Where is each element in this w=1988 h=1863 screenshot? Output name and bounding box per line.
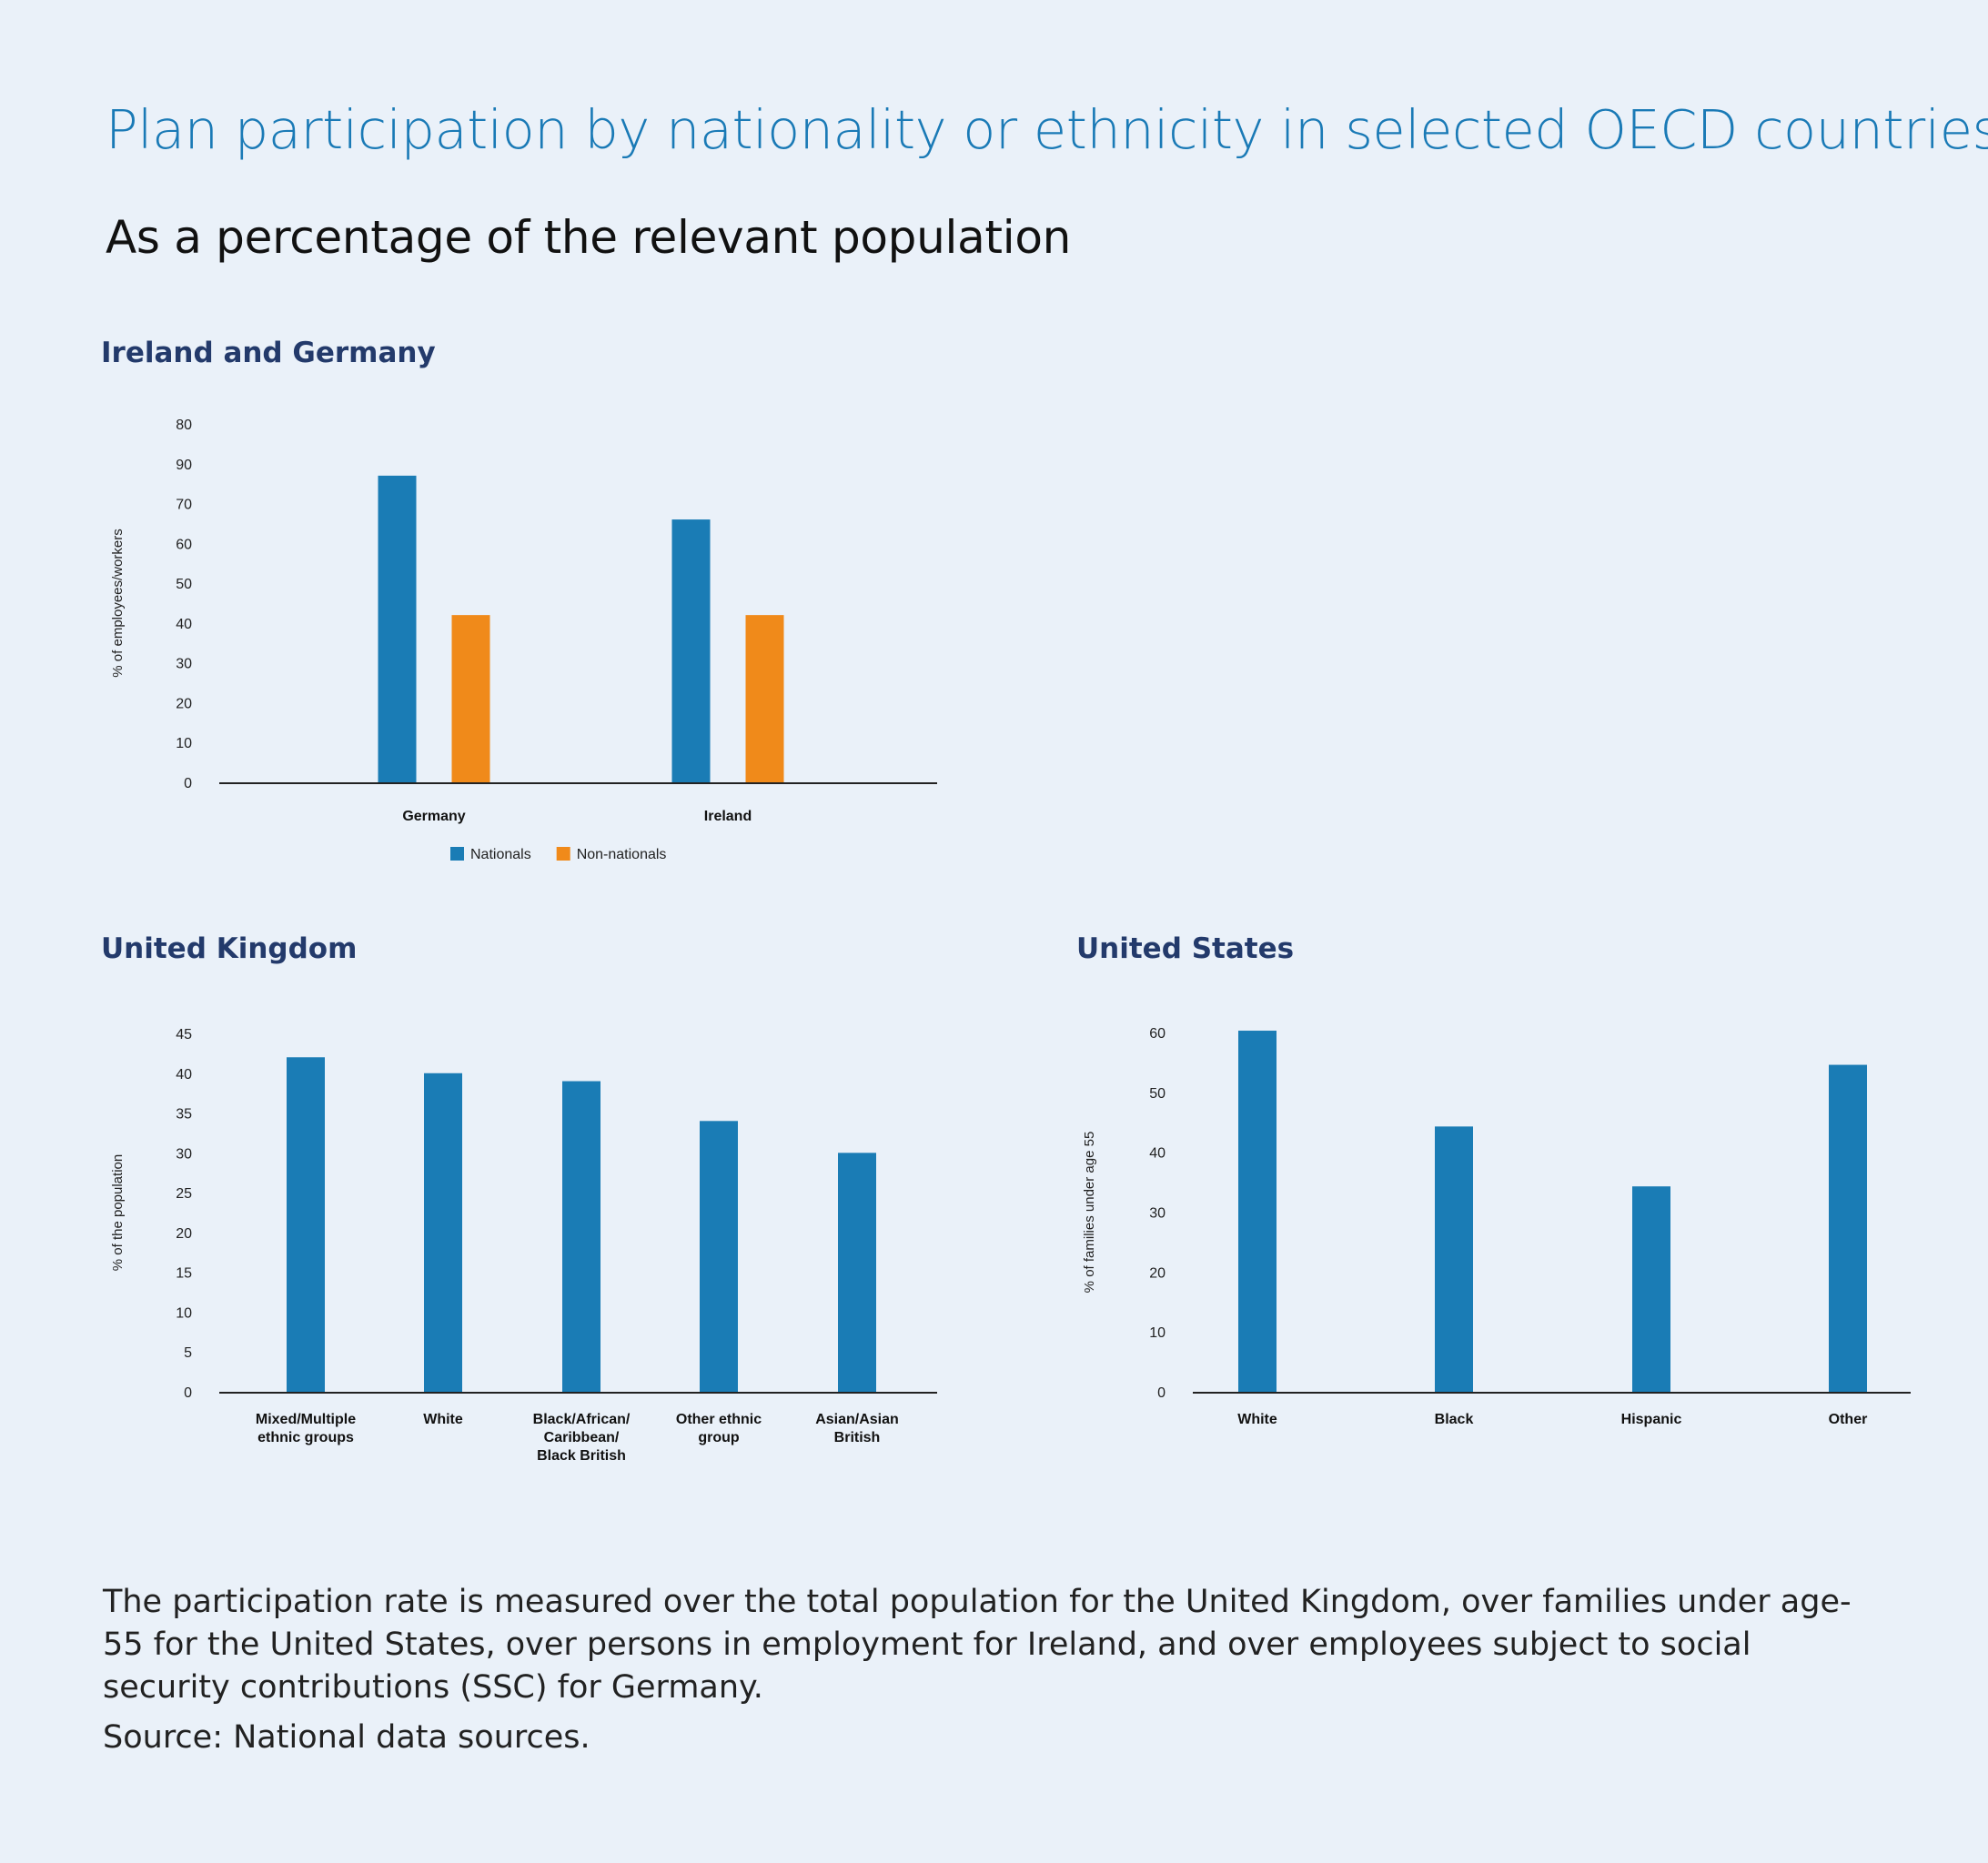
bar-black [1435,1126,1473,1392]
y-axis-label: % of the population [110,1154,126,1271]
page-subtitle: As a percentage of the relevant populati… [106,211,1072,264]
y-axis-label: % of families under age 55 [1082,1132,1097,1294]
bar-black-african-caribbean-black-british [562,1081,600,1392]
y-tick-label: 45 [176,1027,192,1042]
x-tick-label: Germany [402,809,465,824]
y-tick-label: 70 [176,498,192,513]
bar-asian-asian-british [838,1153,876,1392]
bar-mixed-multiple-ethnic-groups [287,1057,325,1392]
x-tick-label-line: ethnic groups [257,1430,354,1445]
x-tick-label: White [1237,1412,1277,1427]
y-tick-label: 25 [176,1186,192,1202]
y-tick-label: 10 [1149,1325,1166,1341]
chart-title-ireland-germany: Ireland and Germany [101,337,436,369]
x-tick-label: White [423,1412,463,1427]
y-tick-label: 10 [176,1305,192,1321]
bar-ireland-non-nationals [745,615,784,782]
bar-other-ethnic-group [700,1121,738,1392]
y-tick-label: 50 [176,577,192,592]
y-tick-label: 5 [184,1345,192,1361]
x-tick-label-line: British [834,1430,881,1445]
bar-white [1238,1031,1277,1392]
x-tick-label-line: Caribbean/ [544,1430,620,1445]
x-tick-label-line: Other ethnic [676,1412,762,1427]
bar-hispanic [1632,1186,1670,1392]
y-tick-label: 0 [184,776,192,791]
y-tick-label: 40 [1149,1146,1166,1162]
x-tick-label: Mixed/Multiple ethnic groups [256,1412,356,1445]
y-tick-label: 40 [176,617,192,632]
x-tick-label: Black [1435,1412,1474,1427]
x-tick-label-line: Mixed/Multiple [256,1412,356,1427]
bar-germany-nationals [378,475,417,782]
y-tick-label: 0 [184,1385,192,1401]
x-tick-label: Other [1829,1412,1868,1427]
y-tick-label: 30 [1149,1206,1166,1222]
x-tick-label-line: Ireland [704,809,752,824]
bar-ireland-nationals [671,519,711,782]
x-tick-label-line: Hispanic [1621,1412,1682,1427]
footer-notes: The participation rate is measured over … [103,1581,1886,1767]
footnote: The participation rate is measured over … [103,1584,1852,1706]
page-title: Plan participation by nationality or eth… [106,98,1988,161]
y-tick-label: 40 [176,1067,192,1083]
y-tick-label: 80 [176,418,192,433]
x-tick-label-line: Black British [537,1448,626,1464]
x-tick-label: Asian/Asian British [815,1412,899,1445]
x-tick-label: Other ethnic group [676,1412,762,1445]
legend-swatch-nationals [450,847,464,861]
y-tick-label: 50 [1149,1086,1166,1102]
x-tick-label-line: White [1237,1412,1277,1427]
y-tick-label: 15 [176,1266,192,1282]
x-tick-label: Black/African/Caribbean/Black British [533,1412,631,1464]
source-note: Source: National data sources. [103,1719,590,1756]
x-tick-label-line: Asian/Asian [815,1412,899,1427]
legend-label-nationals: Nationals [470,847,531,862]
y-tick-label: 30 [176,1146,192,1162]
bar-other [1829,1064,1867,1392]
y-tick-label: 60 [176,537,192,552]
y-axis-label: % of employees/workers [110,529,126,677]
chart-title-uk: United Kingdom [101,932,358,965]
x-tick-label: Hispanic [1621,1412,1682,1427]
x-tick-label-line: Other [1829,1412,1868,1427]
y-tick-label: 0 [1157,1385,1166,1401]
legend-label-non-nationals: Non-nationals [577,847,667,862]
chart-title-us: United States [1076,932,1295,965]
y-tick-label: 20 [1149,1265,1166,1281]
x-tick-label-line: Black [1435,1412,1474,1427]
x-tick-label-line: White [423,1412,463,1427]
x-tick-label-line: group [698,1430,740,1445]
y-tick-label: 60 [1149,1026,1166,1042]
x-tick-label-line: Germany [402,809,465,824]
y-tick-label: 90 [176,458,192,473]
y-tick-label: 10 [176,736,192,751]
bar-germany-non-nationals [451,615,490,782]
legend-swatch-non-nationals [556,847,570,861]
y-tick-label: 20 [176,696,192,711]
bar-white [424,1072,462,1392]
y-tick-label: 30 [176,657,192,672]
x-tick-label-line: Black/African/ [533,1412,631,1427]
y-tick-label: 35 [176,1107,192,1123]
y-tick-label: 20 [176,1226,192,1242]
x-tick-label: Ireland [704,809,752,824]
